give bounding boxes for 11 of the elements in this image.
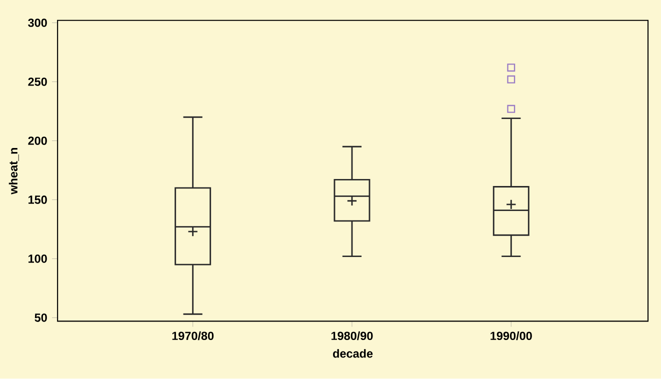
y-tick-label: 300 bbox=[28, 18, 47, 28]
y-tick-label: 250 bbox=[28, 78, 47, 86]
y-tick-label: 150 bbox=[28, 196, 47, 204]
y-tick-label: 200 bbox=[28, 136, 47, 146]
x-tick-label: 1970/80 bbox=[172, 331, 214, 340]
x-axis-title: decade bbox=[333, 349, 373, 358]
x-tick-label: 1980/90 bbox=[331, 331, 373, 340]
y-tick-label: 50 bbox=[34, 314, 47, 322]
y-tick-label: 100 bbox=[28, 254, 47, 263]
x-tick-label: 1990/00 bbox=[490, 331, 532, 340]
y-axis-title: wheat_n bbox=[8, 148, 19, 194]
